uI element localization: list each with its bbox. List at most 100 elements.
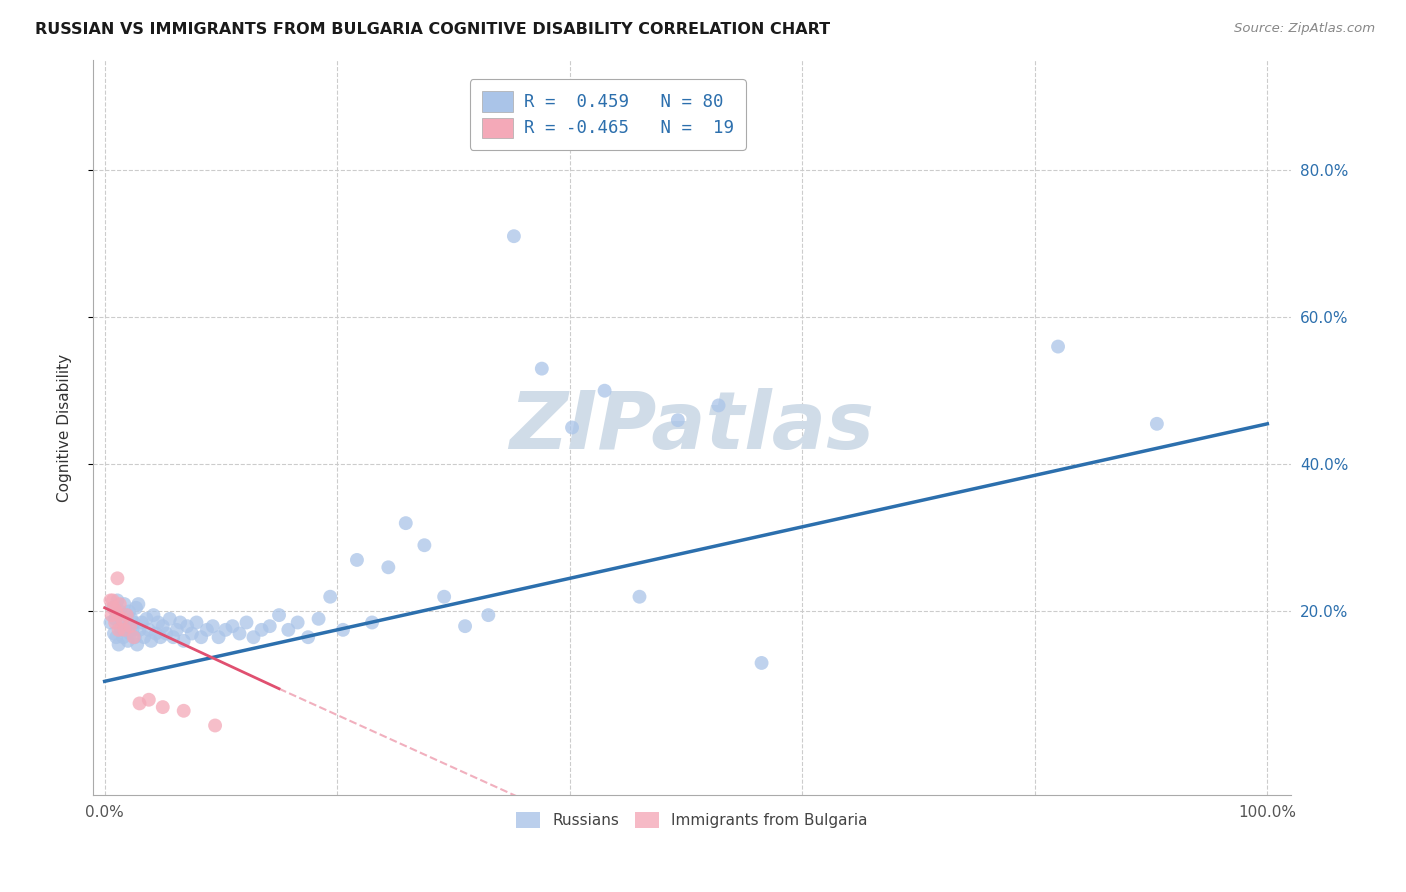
Point [395, 516, 418, 530]
Point [127, 638, 149, 652]
Point [101, 600, 124, 615]
Point [1047, 340, 1070, 354]
Point [228, 626, 250, 640]
Point [141, 633, 163, 648]
Point [107, 593, 129, 607]
Point [112, 597, 135, 611]
Point [173, 704, 195, 718]
Point [120, 619, 142, 633]
Point [561, 420, 583, 434]
Point [221, 619, 243, 633]
Point [250, 623, 273, 637]
Point [377, 560, 399, 574]
Point [413, 538, 436, 552]
Point [100, 608, 122, 623]
Point [176, 619, 198, 633]
Point [120, 612, 142, 626]
Point [111, 615, 134, 630]
Point [100, 615, 122, 630]
Point [122, 615, 145, 630]
Point [204, 718, 226, 732]
Point [169, 615, 191, 630]
Point [121, 623, 143, 637]
Point [155, 626, 177, 640]
Text: RUSSIAN VS IMMIGRANTS FROM BULGARIA COGNITIVE DISABILITY CORRELATION CHART: RUSSIAN VS IMMIGRANTS FROM BULGARIA COGN… [35, 22, 831, 37]
Point [117, 633, 139, 648]
Point [110, 623, 132, 637]
Point [104, 612, 127, 626]
Point [127, 597, 149, 611]
Point [111, 612, 134, 626]
Point [319, 590, 342, 604]
Point [707, 399, 730, 413]
Point [201, 619, 224, 633]
Text: ZIPatlas: ZIPatlas [509, 389, 875, 467]
Point [122, 630, 145, 644]
Point [235, 615, 257, 630]
Point [259, 619, 281, 633]
Point [114, 621, 136, 635]
Point [207, 630, 229, 644]
Y-axis label: Cognitive Disability: Cognitive Disability [58, 353, 72, 501]
Point [152, 700, 174, 714]
Legend: Russians, Immigrants from Bulgaria: Russians, Immigrants from Bulgaria [508, 805, 876, 836]
Point [131, 615, 153, 630]
Point [166, 623, 188, 637]
Point [162, 630, 184, 644]
Point [149, 630, 172, 644]
Point [104, 615, 127, 630]
Point [267, 608, 290, 623]
Point [242, 630, 264, 644]
Point [103, 600, 125, 615]
Point [105, 604, 128, 618]
Point [128, 623, 150, 637]
Point [138, 623, 160, 637]
Point [108, 604, 131, 618]
Point [628, 590, 651, 604]
Point [433, 590, 456, 604]
Point [108, 597, 131, 611]
Point [118, 604, 141, 618]
Point [135, 612, 157, 626]
Point [186, 615, 208, 630]
Point [454, 619, 477, 633]
Point [214, 623, 236, 637]
Point [503, 229, 526, 244]
Point [751, 656, 773, 670]
Point [103, 626, 125, 640]
Point [120, 626, 142, 640]
Point [361, 615, 384, 630]
Point [195, 623, 218, 637]
Point [277, 623, 299, 637]
Point [190, 630, 212, 644]
Point [100, 593, 122, 607]
Point [145, 626, 167, 640]
Point [1146, 417, 1168, 431]
Point [530, 361, 553, 376]
Point [112, 623, 135, 637]
Point [107, 638, 129, 652]
Point [173, 633, 195, 648]
Point [107, 623, 129, 637]
Point [105, 630, 128, 644]
Point [477, 608, 499, 623]
Point [112, 630, 135, 644]
Point [134, 630, 156, 644]
Point [124, 630, 146, 644]
Point [593, 384, 616, 398]
Point [159, 612, 181, 626]
Point [332, 623, 354, 637]
Point [308, 612, 330, 626]
Point [152, 619, 174, 633]
Point [346, 553, 368, 567]
Point [146, 615, 169, 630]
Point [128, 697, 150, 711]
Point [115, 608, 138, 623]
Point [666, 413, 689, 427]
Point [287, 615, 309, 630]
Point [180, 626, 202, 640]
Point [142, 608, 165, 623]
Point [107, 571, 129, 585]
Point [297, 630, 319, 644]
Point [138, 692, 160, 706]
